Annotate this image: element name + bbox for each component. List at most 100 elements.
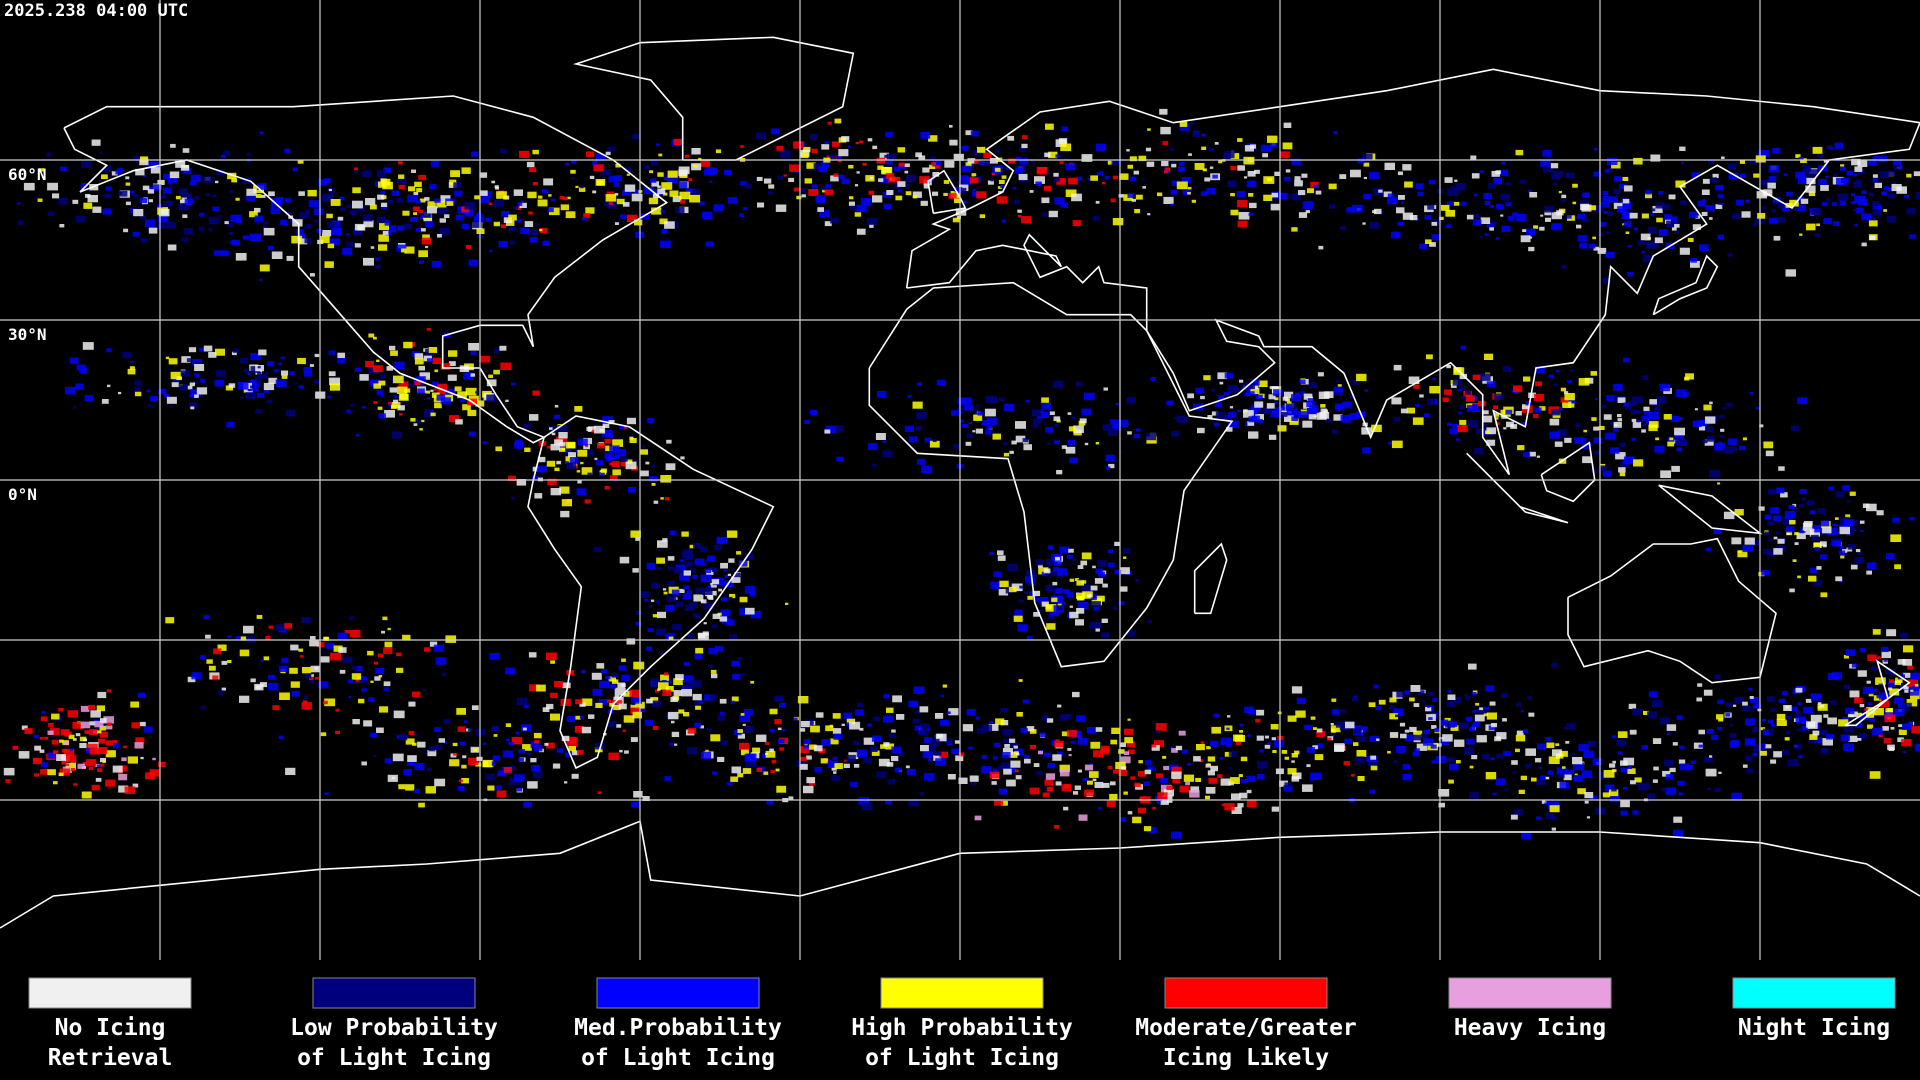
icing-pixel [1820,729,1828,735]
icing-pixel [1259,749,1264,753]
icing-pixel [1014,168,1024,174]
icing-pixel [134,742,144,749]
icing-pixel [1849,690,1860,698]
icing-pixel [912,195,918,199]
icing-pixel [662,689,672,696]
icing-pixel [707,555,715,562]
icing-pixel [1074,578,1079,581]
icing-pixel [1798,754,1804,758]
icing-pixel [649,170,654,174]
icing-pixel [1620,800,1630,808]
icing-pixel [279,692,290,700]
icing-pixel [257,371,262,376]
icing-pixel [463,720,468,724]
icing-pixel [1072,691,1080,698]
icing-pixel [310,636,316,640]
icing-pixel [779,150,791,158]
icing-pixel [1244,145,1254,152]
icing-pixel [1052,380,1064,389]
icing-pixel [1194,163,1205,170]
icing-pixel [548,426,557,432]
icing-pixel [1731,537,1742,545]
icing-pixel [414,733,418,736]
icing-pixel [577,750,584,755]
icing-pixel [227,660,232,664]
icing-pixel [1729,724,1733,727]
icing-pixel [499,345,507,351]
icing-pixel [489,653,500,660]
icing-pixel [948,193,957,199]
icing-pixel [1014,200,1020,205]
icing-pixel [365,198,376,206]
icing-pixel [908,799,919,807]
icing-pixel [522,744,532,751]
icing-pixel [468,757,479,765]
icing-pixel [1533,225,1539,229]
icing-pixel [1600,191,1604,194]
icing-pixel [799,746,810,754]
icing-pixel [1400,201,1404,204]
icing-pixel [323,636,330,641]
icing-pixel [739,596,748,603]
icing-pixel [1076,608,1085,614]
icing-pixel [168,358,178,365]
icing-pixel [1513,385,1523,392]
icing-pixel [33,758,38,762]
icing-pixel [1389,705,1395,709]
icing-pixel [281,370,289,376]
icing-pixel [679,559,684,562]
icing-pixel [1237,200,1248,208]
icing-pixel [1731,447,1738,452]
icing-pixel [1061,731,1069,737]
icing-pixel [1144,769,1152,775]
icing-pixel [1526,228,1536,235]
icing-pixel [304,673,312,679]
icing-pixel [1223,392,1229,396]
icing-pixel [1850,564,1858,570]
icing-pixel [569,457,579,463]
icing-pixel [1545,737,1551,741]
icing-pixel [1095,727,1103,732]
icing-pixel [846,718,855,725]
icing-pixel [1906,208,1916,215]
icing-pixel [92,206,102,213]
icing-pixel [1529,451,1536,457]
icing-pixel [536,684,546,692]
icing-pixel [1287,715,1297,722]
icing-pixel [657,172,664,177]
icing-pixel [568,746,576,752]
icing-pixel [1030,744,1036,750]
icing-pixel [1577,235,1587,242]
icing-pixel [1590,371,1597,376]
icing-pixel [375,264,381,269]
icing-pixel [678,709,685,714]
icing-pixel [435,657,447,665]
icing-pixel [1706,208,1711,212]
icing-pixel [652,614,658,618]
icing-pixel [559,447,566,452]
icing-pixel [3,767,15,776]
legend-label: Icing Likely [1163,1045,1329,1071]
icing-pixel [309,639,319,647]
icing-pixel [286,255,294,261]
icing-pixel [891,729,896,733]
icing-pixel [1529,192,1538,198]
icing-pixel [1026,726,1035,732]
icing-pixel [1628,703,1637,709]
icing-pixel [832,756,838,761]
icing-pixel [1147,767,1153,771]
icing-pixel [1220,737,1231,745]
icing-pixel [181,203,186,207]
icing-pixel [882,715,893,723]
icing-pixel [694,653,703,660]
icing-pixel [905,765,910,769]
icing-pixel [363,720,373,727]
icing-pixel [1893,697,1904,704]
icing-pixel [1564,437,1572,443]
icing-pixel [1064,158,1068,161]
icing-pixel [550,488,561,496]
icing-pixel [1576,224,1582,229]
icing-pixel [1237,220,1248,228]
icing-pixel [1845,649,1856,656]
icing-pixel [1063,806,1069,811]
